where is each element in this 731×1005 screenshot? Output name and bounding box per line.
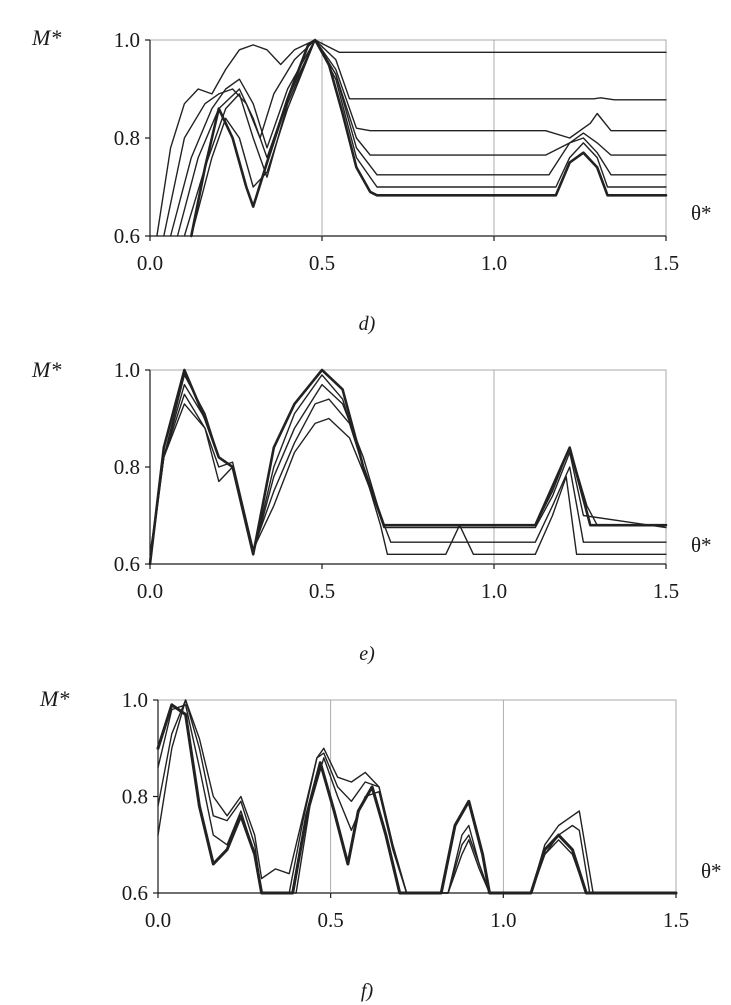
series-line-1 <box>156 39 667 237</box>
x-axis-label: θ* <box>691 533 712 557</box>
y-tick-label: 0.8 <box>114 455 140 479</box>
series-line-5 <box>183 39 667 237</box>
series-line-7 <box>190 38 668 238</box>
series-line-4 <box>149 374 667 565</box>
x-axis-label: θ* <box>691 201 712 225</box>
series-line-4 <box>176 39 667 237</box>
series-line-4 <box>156 703 678 895</box>
y-tick-label: 1.0 <box>122 688 148 712</box>
series-line-2 <box>157 699 677 894</box>
y-tick-label: 0.8 <box>114 126 140 150</box>
x-tick-label: 1.5 <box>653 579 679 603</box>
chart-panel-d: 0.0 0.5 1.0 1.5 0.6 0.8 1.0 M* θ* d) <box>31 25 712 335</box>
y-tick-label: 0.6 <box>122 881 148 905</box>
x-tick-label: 0.0 <box>145 908 171 932</box>
y-tick-label: 0.8 <box>122 785 148 809</box>
x-axis-label: θ* <box>701 859 722 883</box>
y-tick-label: 0.6 <box>114 224 140 248</box>
series-line-1 <box>149 403 667 555</box>
x-tick-label: 0.0 <box>137 579 163 603</box>
panel-caption: f) <box>361 980 374 1002</box>
x-tick-label: 0.0 <box>137 251 163 275</box>
x-tick-label: 0.5 <box>309 251 335 275</box>
series-line-1 <box>157 699 677 894</box>
x-tick-label: 1.0 <box>490 908 516 932</box>
x-tick-label: 0.5 <box>318 908 344 932</box>
series-line-3 <box>169 39 667 237</box>
y-axis-label: M* <box>39 686 69 711</box>
x-tick-label: 1.5 <box>653 251 679 275</box>
chart-panel-f: 0.0 0.5 1.0 1.5 0.6 0.8 1.0 M* θ* f) <box>39 686 722 1002</box>
panel-caption: e) <box>359 643 375 665</box>
series-line-3 <box>157 704 677 894</box>
plot-frame <box>149 39 667 237</box>
x-tick-label: 1.0 <box>481 579 507 603</box>
series-line-5 <box>148 368 668 566</box>
y-axis-label: M* <box>31 357 61 382</box>
y-tick-label: 1.0 <box>114 358 140 382</box>
y-tick-label: 0.6 <box>114 552 140 576</box>
plot-frame <box>157 699 677 894</box>
plot-frame <box>149 369 667 565</box>
x-tick-label: 1.5 <box>663 908 689 932</box>
chart-panel-e: 0.0 0.5 1.0 1.5 0.6 0.8 1.0 M* θ* e) <box>31 357 712 665</box>
x-tick-label: 0.5 <box>309 579 335 603</box>
x-tick-label: 1.0 <box>481 251 507 275</box>
panel-caption: d) <box>359 313 376 335</box>
series-line-2 <box>163 39 667 237</box>
series-line-2 <box>149 393 667 560</box>
y-tick-label: 1.0 <box>114 28 140 52</box>
series-line-6 <box>190 39 667 237</box>
y-axis-label: M* <box>31 25 61 50</box>
